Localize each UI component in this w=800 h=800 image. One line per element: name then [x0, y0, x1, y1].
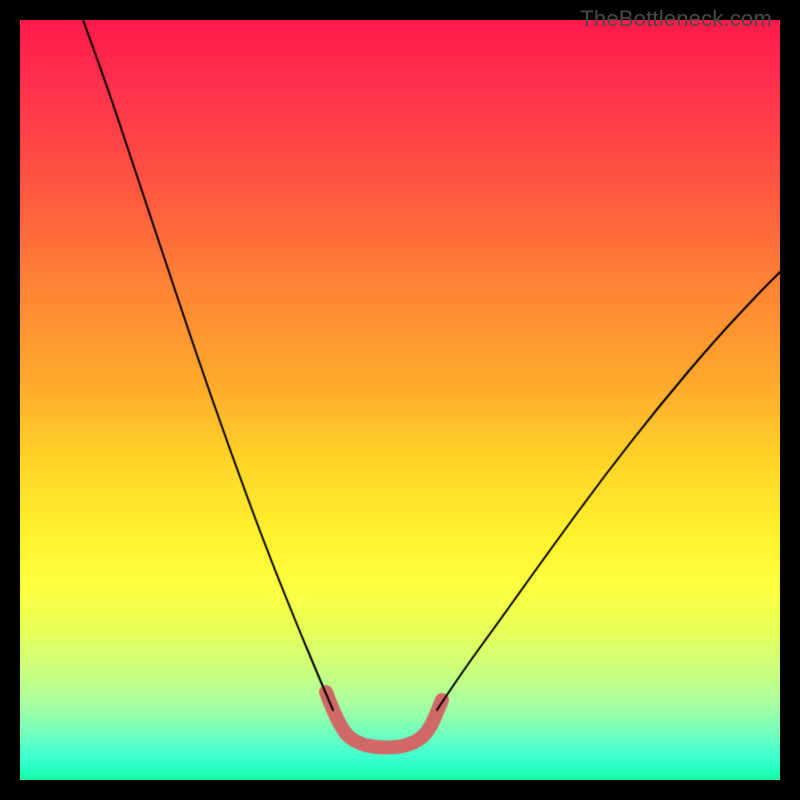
watermark-text: TheBottleneck.com: [580, 6, 772, 32]
chart-curves-canvas: [20, 20, 780, 780]
bottleneck-chart: [20, 20, 780, 780]
